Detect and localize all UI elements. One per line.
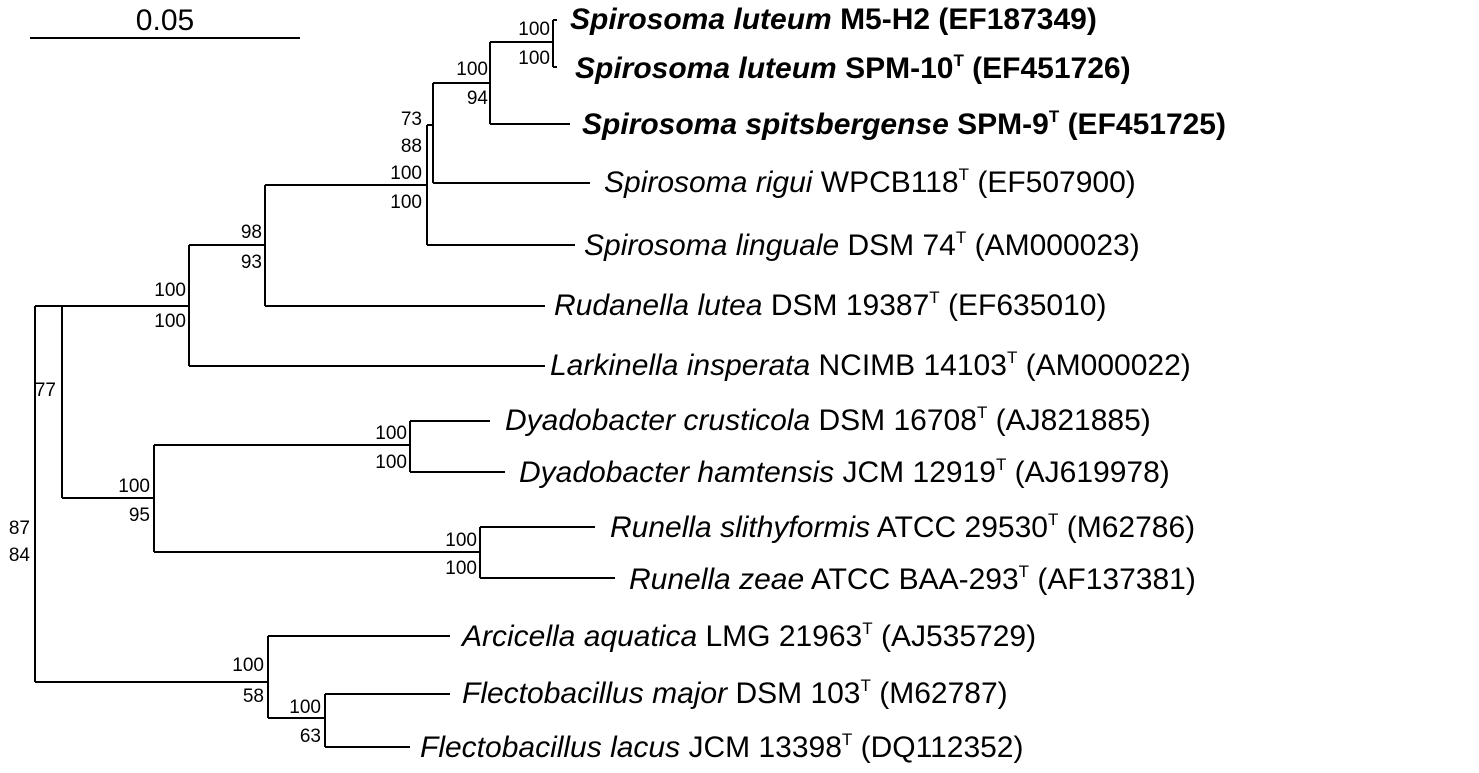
taxon-accession: (AF137381) [1037,563,1196,596]
taxon-label-flectobacillus-major: Flectobacillus major DSM 103T (M62787) [462,677,1008,711]
bootstrap-spirosoma-larkinella-1: 100 [154,280,186,301]
taxon-accession: (AM000022) [1025,349,1191,382]
taxon-accession: (EF451725) [1067,108,1226,141]
taxon-accession: (AJ619978) [1014,456,1170,489]
bootstrap-dyadobacter-1: 100 [375,423,407,444]
taxon-accession: (EF507900) [977,166,1136,199]
type-strain-mark: T [953,51,964,70]
taxon-species: Spirosoma linguale [584,229,840,262]
taxon-label-flectobacillus-lacus: Flectobacillus lacus JCM 13398T (DQ11235… [420,731,1024,765]
taxon-accession: (AM000023) [974,229,1140,262]
taxon-strain: ATCC 29530 [876,511,1048,544]
bootstrap-flectobacillus-1: 100 [289,697,321,718]
type-strain-mark: T [1047,510,1059,529]
taxon-label-runella-slithyformis: Runella slithyformis ATCC 29530T (M62786… [610,511,1195,545]
taxon-species: Spirosoma rigui [604,166,813,199]
bootstrap-luteum-pair-2: 100 [518,48,550,69]
taxon-strain: JCM 13398 [688,731,842,764]
bootstrap-arcicella-flectobacillus-2: 58 [243,686,264,707]
taxon-species: Runella zeae [629,563,805,596]
taxon-label-spirosoma-luteum-m5h2: Spirosoma luteum M5-H2 (EF187349) [570,3,1097,37]
bootstrap-spirosoma-larkinella-2: 100 [154,311,186,332]
bootstrap-spirosoma-rudanella-1: 98 [241,222,262,243]
taxon-strain: SPM-9 [957,108,1049,141]
taxon-label-spirosoma-spitsbergense: Spirosoma spitsbergense SPM-9T (EF451725… [582,108,1226,142]
taxon-accession: (M62787) [879,677,1008,710]
taxon-accession: (M62786) [1066,511,1196,544]
taxon-label-spirosoma-rigui: Spirosoma rigui WPCB118T (EF507900) [604,166,1136,200]
bootstrap-root-2: 84 [9,545,31,566]
taxon-strain: DSM 103 [735,677,861,710]
bootstrap-dyadobacter-2: 100 [375,452,407,473]
taxon-strain: DSM 16708 [818,404,977,437]
bootstrap-arcicella-flectobacillus-1: 100 [232,655,264,676]
taxon-accession: (EF187349) [938,3,1097,36]
taxon-species: Spirosoma spitsbergense [582,108,949,141]
bootstrap-runella-1: 100 [445,530,477,551]
type-strain-mark: T [1018,562,1030,581]
taxon-label-runella-zeae: Runella zeae ATCC BAA-293T (AF137381) [629,563,1196,597]
taxon-label-dyadobacter-hamtensis: Dyadobacter hamtensis JCM 12919T (AJ6199… [519,456,1170,490]
taxon-label-spirosoma-luteum-spm10: Spirosoma luteum SPM-10T (EF451726) [575,52,1131,86]
bootstrap-spirosoma-dyadobacter: 77 [35,380,56,401]
taxon-strain: JCM 12919 [842,456,996,489]
bootstrap-spirosoma-rudanella-2: 93 [241,252,262,273]
taxon-accession: (DQ112352) [860,731,1024,764]
taxon-accession: (EF635010) [948,289,1107,322]
taxon-species: Arcicella aquatica [462,620,698,653]
taxon-accession: (EF451726) [972,52,1131,85]
taxon-strain: M5-H2 [840,3,931,36]
bootstrap-luteum-pair-1: 100 [518,19,550,40]
taxon-species: Flectobacillus major [462,677,728,710]
type-strain-mark: T [841,730,853,749]
taxon-strain: WPCB118 [820,166,959,199]
taxon-label-arcicella-aquatica: Arcicella aquatica LMG 21963T (AJ535729) [462,620,1036,654]
bootstrap-spirosoma-core-1: 73 [401,109,422,130]
taxon-strain: ATCC BAA-293 [810,563,1019,596]
type-strain-mark: T [955,228,967,247]
type-strain-mark: T [860,676,871,695]
taxon-accession: (AJ535729) [880,620,1037,653]
type-strain-mark: T [1048,107,1060,126]
taxon-species: Runella slithyformis [610,511,871,544]
type-strain-mark: T [1006,348,1018,367]
bootstrap-dyadobacter-runella-2: 95 [129,505,150,526]
taxon-strain: NCIMB 14103 [818,349,1007,382]
taxon-strain: DSM 74 [847,229,956,262]
taxon-accession: (AJ821885) [995,404,1151,437]
taxon-species: Dyadobacter hamtensis [519,456,835,489]
taxon-strain: SPM-10 [845,52,954,85]
taxon-species: Flectobacillus lacus [420,731,681,764]
bootstrap-spirosoma-core-4: 100 [390,192,422,213]
type-strain-mark: T [929,288,940,307]
bootstrap-spirosoma-core-2: 88 [401,136,422,157]
type-strain-mark: T [958,165,969,184]
bootstrap-luteum-spitsbergense-1: 100 [456,59,488,80]
bootstrap-runella-2: 100 [445,558,477,579]
taxon-species: Spirosoma luteum [570,3,832,36]
taxon-species: Rudanella lutea [554,289,763,322]
type-strain-mark: T [976,403,988,422]
taxon-label-dyadobacter-crusticola: Dyadobacter crusticola DSM 16708T (AJ821… [505,404,1151,438]
taxon-label-spirosoma-linguale: Spirosoma linguale DSM 74T (AM000023) [584,229,1140,263]
scale-bar-label: 0.05 [136,4,194,37]
bootstrap-dyadobacter-runella-1: 100 [118,476,150,497]
taxon-species: Spirosoma luteum [575,52,837,85]
taxon-strain: DSM 19387 [770,289,930,322]
bootstrap-spirosoma-core-3: 100 [390,163,422,184]
bootstrap-luteum-spitsbergense-2: 94 [467,88,489,109]
taxon-species: Dyadobacter crusticola [505,404,811,437]
taxon-strain: LMG 21963 [705,620,863,653]
taxon-label-rudanella-lutea: Rudanella lutea DSM 19387T (EF635010) [554,289,1106,323]
type-strain-mark: T [995,455,1007,474]
bootstrap-flectobacillus-2: 63 [300,726,321,747]
taxon-label-larkinella-insperata: Larkinella insperata NCIMB 14103T (AM000… [550,349,1191,383]
taxon-species: Larkinella insperata [550,349,811,382]
type-strain-mark: T [862,619,873,638]
bootstrap-root-1: 87 [9,518,30,539]
